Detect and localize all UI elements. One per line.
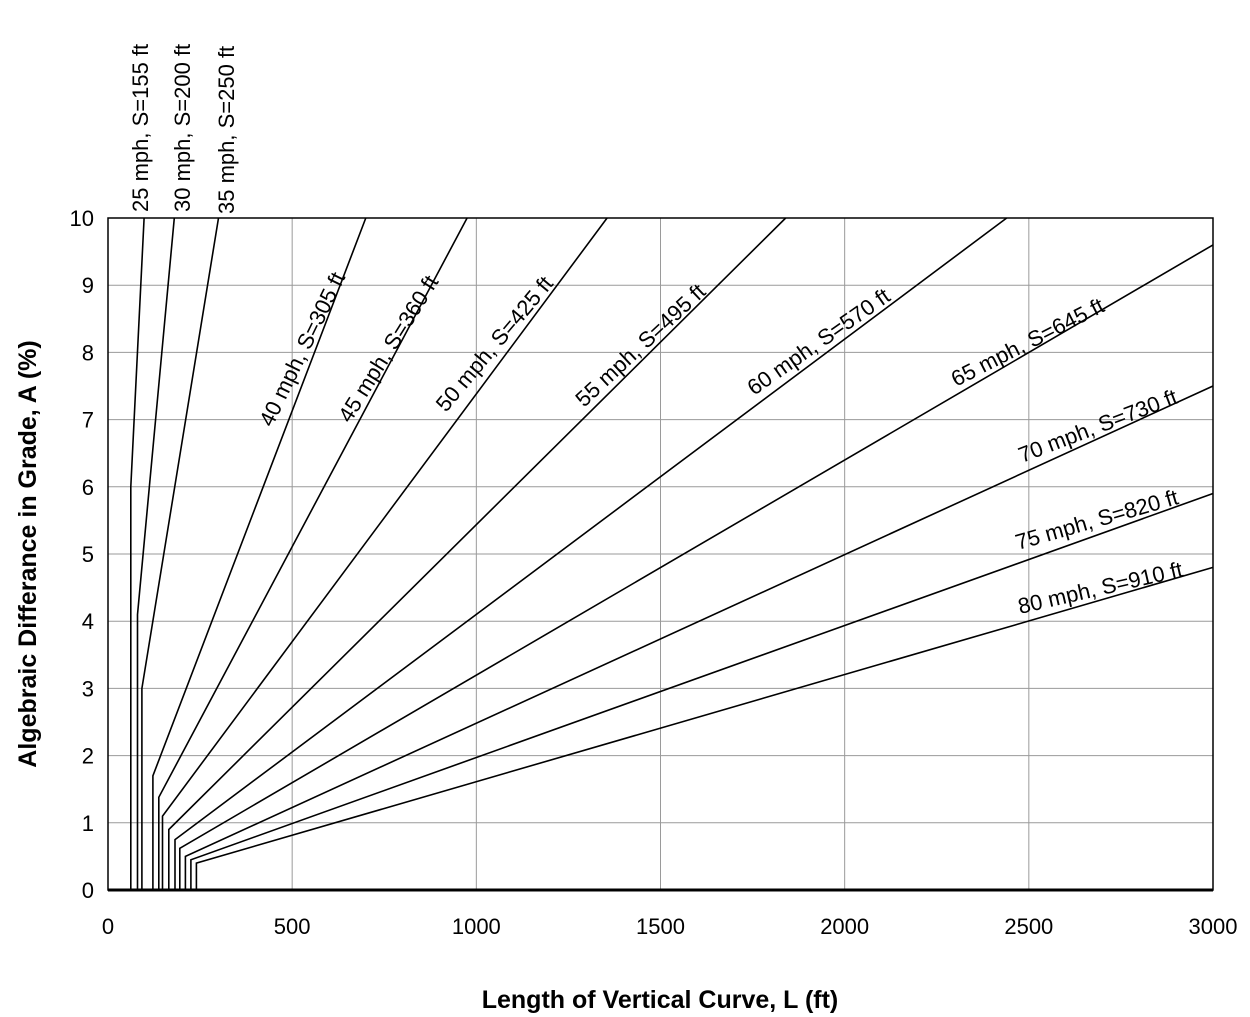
series-line	[179, 244, 1214, 890]
series-label: 55 mph, S=495 ft	[570, 279, 710, 412]
x-tick-label: 2500	[1004, 914, 1053, 939]
series-label: 70 mph, S=730 ft	[1015, 384, 1181, 468]
series-label: 30 mph, S=200 ft	[170, 44, 195, 212]
y-tick-label: 6	[82, 475, 94, 500]
series-label: 65 mph, S=645 ft	[947, 293, 1108, 392]
x-tick-label: 3000	[1189, 914, 1238, 939]
y-tick-label: 10	[70, 206, 94, 231]
series-label: 35 mph, S=250 ft	[214, 46, 239, 214]
y-tick-label: 7	[82, 408, 94, 433]
tick-labels: 0 500 1000 1500 2000 2500 3000 0 1 2 3 4 5 6 7 8 9 10	[70, 206, 1238, 939]
series-line	[130, 217, 145, 890]
series-label: 60 mph, S=570 ft	[743, 283, 895, 400]
y-tick-label: 9	[82, 273, 94, 298]
series-line	[168, 217, 787, 890]
series-label: 25 mph, S=155 ft	[128, 44, 153, 212]
series-label: 45 mph, S=360 ft	[333, 271, 443, 427]
y-tick-label: 2	[82, 744, 94, 769]
x-tick-label: 1500	[636, 914, 685, 939]
series-lines	[130, 217, 1214, 890]
series-label: 50 mph, S=425 ft	[431, 271, 558, 416]
y-tick-label: 1	[82, 811, 94, 836]
series-line	[136, 217, 176, 890]
y-tick-label: 0	[82, 878, 94, 903]
series-line	[141, 217, 220, 890]
series-line	[190, 492, 1214, 890]
x-tick-label: 0	[102, 914, 114, 939]
x-axis-title: Length of Vertical Curve, L (ft)	[482, 986, 839, 1014]
series-line	[152, 217, 367, 890]
y-tick-label: 8	[82, 340, 94, 365]
y-tick-label: 4	[82, 609, 94, 634]
series-line	[161, 217, 608, 890]
series-line	[184, 385, 1214, 890]
x-tick-label: 2000	[820, 914, 869, 939]
x-tick-label: 1000	[452, 914, 501, 939]
series-line	[195, 566, 1214, 890]
series-label: 80 mph, S=910 ft	[1016, 557, 1185, 619]
series-labels: 25 mph, S=155 ft 30 mph, S=200 ft 35 mph, …	[128, 44, 1185, 619]
x-tick-label: 500	[274, 914, 311, 939]
series-label: 75 mph, S=820 ft	[1012, 484, 1181, 554]
y-tick-label: 3	[82, 676, 94, 701]
series-line	[174, 217, 1008, 890]
y-tick-label: 5	[82, 542, 94, 567]
y-axis-title: Algebraic Differance in Grade, A (%)	[14, 340, 42, 767]
series-line	[158, 217, 468, 890]
series-label: 40 mph, S=305 ft	[254, 268, 350, 430]
